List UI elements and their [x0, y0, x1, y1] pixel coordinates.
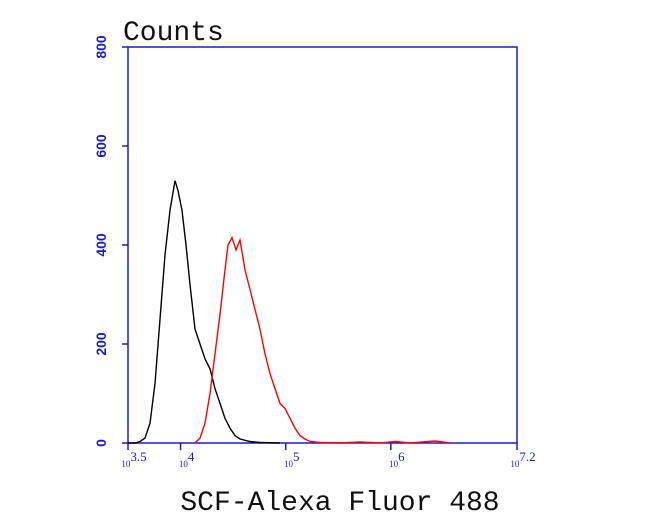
x-tick-label: 105 — [284, 449, 300, 469]
histogram-line — [194, 235, 451, 444]
x-tick-label: 104 — [179, 449, 195, 469]
y-tick-label: 200 — [93, 332, 109, 356]
x-tick-label: 106 — [389, 449, 405, 469]
x-tick-label: 107.2 — [510, 449, 535, 469]
y-tick-label: 600 — [93, 134, 109, 158]
y-tick-label: 800 — [93, 35, 109, 59]
y-axis-title: Counts — [123, 18, 224, 49]
x-tick-label: 103.5 — [121, 449, 146, 469]
y-tick-label: 0 — [93, 439, 109, 447]
y-tick-label: 400 — [93, 233, 109, 257]
x-axis-title: SCF-Alexa Fluor 488 — [180, 488, 499, 519]
histogram-line — [128, 180, 281, 444]
